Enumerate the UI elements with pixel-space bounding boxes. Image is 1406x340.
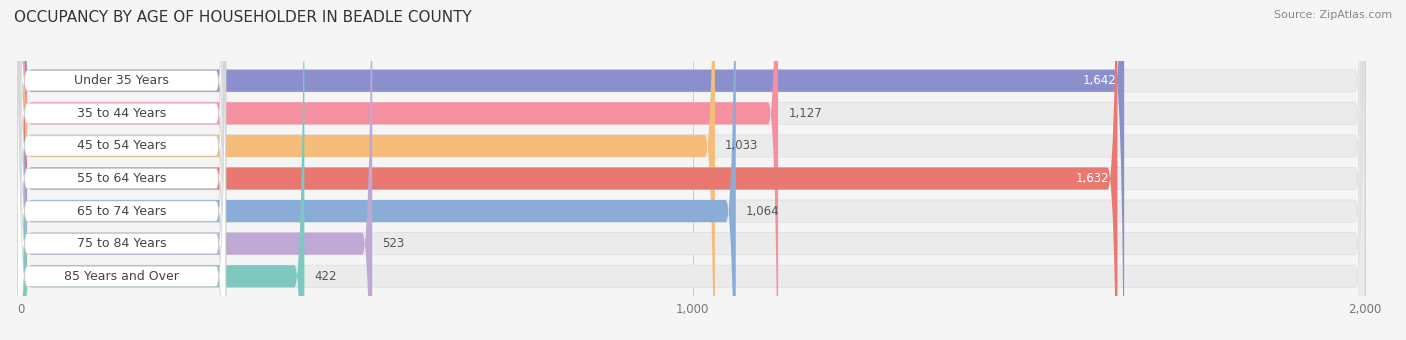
Text: 1,632: 1,632: [1076, 172, 1109, 185]
FancyBboxPatch shape: [21, 0, 373, 340]
Text: 1,033: 1,033: [725, 139, 758, 152]
Text: 1,127: 1,127: [789, 107, 823, 120]
FancyBboxPatch shape: [17, 0, 226, 340]
FancyBboxPatch shape: [21, 0, 735, 340]
Text: 85 Years and Over: 85 Years and Over: [65, 270, 179, 283]
Text: 45 to 54 Years: 45 to 54 Years: [77, 139, 166, 152]
Text: 523: 523: [382, 237, 405, 250]
FancyBboxPatch shape: [21, 0, 1365, 340]
Text: OCCUPANCY BY AGE OF HOUSEHOLDER IN BEADLE COUNTY: OCCUPANCY BY AGE OF HOUSEHOLDER IN BEADL…: [14, 10, 472, 25]
Text: 1,642: 1,642: [1083, 74, 1116, 87]
Text: 65 to 74 Years: 65 to 74 Years: [77, 205, 166, 218]
FancyBboxPatch shape: [17, 0, 226, 340]
FancyBboxPatch shape: [17, 0, 226, 340]
FancyBboxPatch shape: [21, 0, 1365, 340]
Text: 1,064: 1,064: [745, 205, 779, 218]
FancyBboxPatch shape: [17, 0, 226, 340]
FancyBboxPatch shape: [21, 0, 304, 340]
FancyBboxPatch shape: [17, 0, 226, 340]
FancyBboxPatch shape: [21, 0, 1118, 340]
FancyBboxPatch shape: [21, 0, 1365, 340]
Text: Source: ZipAtlas.com: Source: ZipAtlas.com: [1274, 10, 1392, 20]
FancyBboxPatch shape: [21, 0, 1365, 340]
FancyBboxPatch shape: [17, 0, 226, 340]
FancyBboxPatch shape: [21, 0, 1365, 340]
FancyBboxPatch shape: [21, 0, 1125, 340]
FancyBboxPatch shape: [21, 0, 778, 340]
Text: 75 to 84 Years: 75 to 84 Years: [77, 237, 166, 250]
FancyBboxPatch shape: [17, 0, 226, 340]
Text: 55 to 64 Years: 55 to 64 Years: [77, 172, 166, 185]
FancyBboxPatch shape: [21, 0, 1365, 340]
FancyBboxPatch shape: [21, 0, 714, 340]
Text: 422: 422: [315, 270, 337, 283]
FancyBboxPatch shape: [21, 0, 1365, 340]
Text: Under 35 Years: Under 35 Years: [75, 74, 169, 87]
Text: 35 to 44 Years: 35 to 44 Years: [77, 107, 166, 120]
